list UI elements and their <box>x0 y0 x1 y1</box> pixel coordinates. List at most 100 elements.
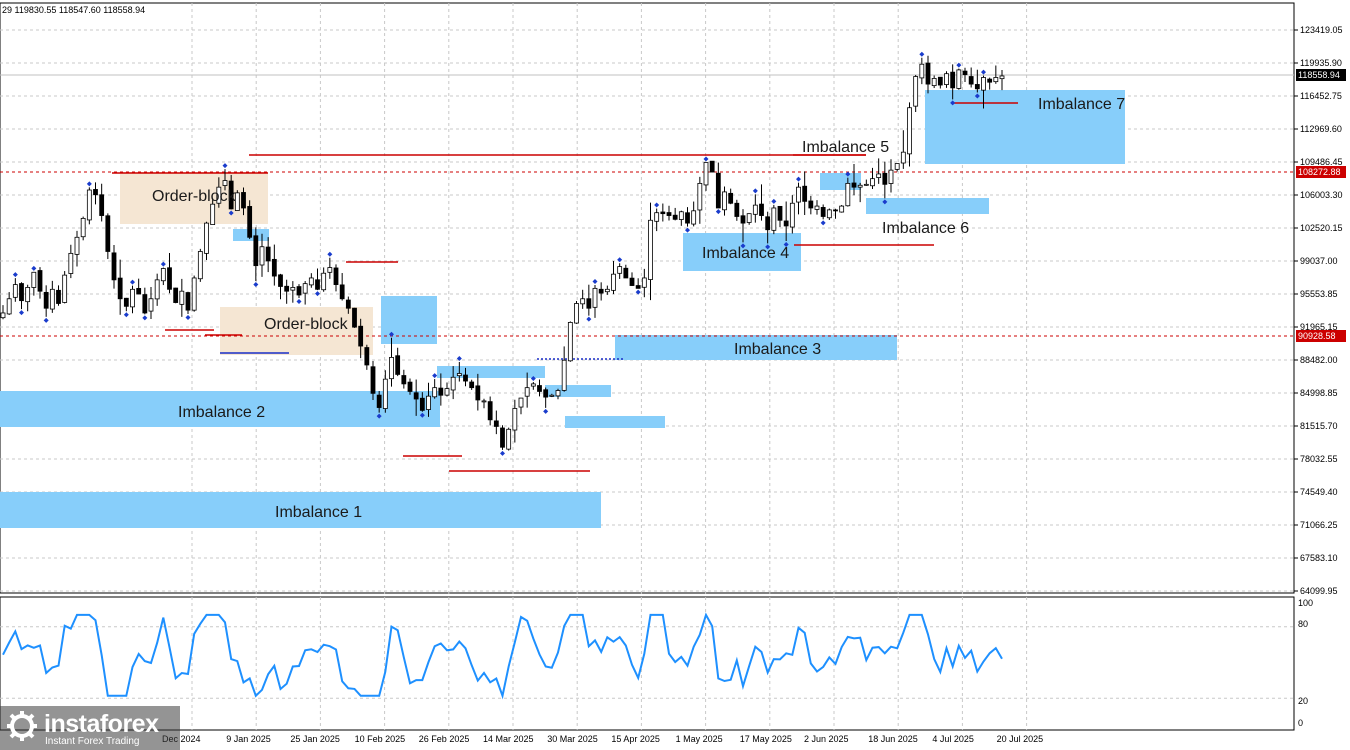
candle-body <box>623 267 629 279</box>
price-tick-label: 84998.85 <box>1300 388 1338 398</box>
price-tick-label: 112969.60 <box>1300 124 1342 134</box>
fractal-down-marker <box>123 312 129 318</box>
fractal-up-marker <box>12 272 18 278</box>
candle-body <box>993 77 999 83</box>
candle-body <box>771 207 777 231</box>
time-tick-label: 4 Jul 2025 <box>932 734 974 744</box>
candle-body <box>537 385 542 392</box>
candle-body <box>364 347 370 366</box>
candle-body <box>241 192 246 209</box>
candle-body <box>315 279 320 290</box>
candle-body <box>327 267 333 273</box>
fractal-up-marker <box>771 198 777 204</box>
candle-body <box>148 298 154 312</box>
candle-body <box>586 298 592 309</box>
time-tick-label: 14 Mar 2025 <box>483 734 534 744</box>
fractal-down-marker <box>43 317 49 323</box>
candle-body <box>487 401 493 421</box>
imbalance-5-label: Imbalance 5 <box>802 139 889 156</box>
candle-body <box>635 285 641 289</box>
candle-body <box>894 163 900 170</box>
fractal-down-marker <box>820 220 826 226</box>
price-tick-label: 102520.15 <box>1300 223 1343 233</box>
candle-body <box>265 246 271 262</box>
candle-body <box>549 394 555 397</box>
imbalance-4-zone[interactable] <box>683 233 801 271</box>
candle-body <box>234 192 240 211</box>
candle-body <box>987 78 993 83</box>
imbalance-6-zone[interactable] <box>866 198 989 214</box>
candle-body <box>765 216 771 231</box>
fractal-up-marker <box>456 355 462 361</box>
candle-body <box>709 160 715 173</box>
candle-body <box>592 287 598 308</box>
time-tick-label: 2 Jun 2025 <box>804 734 849 744</box>
candle-body <box>321 272 327 291</box>
time-tick-label: 30 Mar 2025 <box>547 734 598 744</box>
candle-body <box>43 291 49 309</box>
time-tick-label: 25 Jan 2025 <box>290 734 340 744</box>
candle-body <box>506 428 512 450</box>
fractal-up-marker <box>222 163 228 169</box>
imbalance-2-zone[interactable] <box>0 391 440 427</box>
candle-body <box>826 209 832 219</box>
candle-body <box>833 209 838 212</box>
imbalance-3-zone[interactable] <box>615 335 897 360</box>
fractal-down-marker <box>185 315 191 321</box>
candle-body <box>407 381 413 392</box>
candle-body <box>475 385 481 401</box>
fractal-down-marker <box>19 310 24 316</box>
fractal-up-marker <box>845 171 851 177</box>
candle-body <box>839 205 845 213</box>
candle-body <box>80 217 86 238</box>
time-tick-label: 15 Apr 2025 <box>611 734 660 744</box>
candle-body <box>870 178 875 187</box>
candle-body <box>574 303 579 324</box>
candle-body <box>56 289 61 304</box>
time-tick-label: 26 Feb 2025 <box>419 734 470 744</box>
candle-body <box>728 192 734 204</box>
candle-body <box>308 277 314 286</box>
candle-body <box>191 277 197 311</box>
fractal-down-marker <box>543 408 549 414</box>
candle-body <box>783 220 789 227</box>
imbalance-1-zone[interactable] <box>0 492 601 528</box>
candle-body <box>888 169 894 184</box>
candle-body <box>130 288 135 308</box>
current-price-tag: 118558.94 <box>1298 70 1340 80</box>
candle-body <box>703 162 709 186</box>
candle-body <box>857 184 863 188</box>
candle-body <box>12 284 18 298</box>
candle-body <box>796 186 801 203</box>
fractal-down-marker <box>228 210 234 216</box>
price-tick-label: 71066.25 <box>1300 520 1338 530</box>
candle-body <box>382 378 388 409</box>
price-tick-label: 64099.95 <box>1300 586 1338 596</box>
candle-body <box>185 292 191 311</box>
candle-body <box>666 212 672 216</box>
imbalance-6-label: Imbalance 6 <box>882 220 969 237</box>
indicator-tick-20: 20 <box>1298 696 1308 706</box>
fractal-up-marker <box>796 176 801 182</box>
fractal-down-marker <box>765 244 771 250</box>
order-block-2-zone[interactable] <box>220 307 373 355</box>
time-tick-label: 1 May 2025 <box>676 734 723 744</box>
candle-body <box>722 191 727 211</box>
price-tick-label: 74549.40 <box>1300 487 1338 497</box>
imbalance-5-zone[interactable] <box>820 173 861 190</box>
candle-body <box>419 397 425 411</box>
time-tick-label: 9 Jan 2025 <box>226 734 271 744</box>
indicator-tick-100: 100 <box>1298 598 1313 608</box>
candle-body <box>401 375 407 385</box>
candle-body <box>876 173 882 178</box>
candle-body <box>278 274 283 287</box>
candle-body <box>617 266 623 274</box>
level-tag-upper-bg <box>1296 166 1346 178</box>
candle-body <box>598 288 604 294</box>
candle-body <box>746 213 752 223</box>
candle-body <box>358 325 364 347</box>
candle-body <box>296 286 302 296</box>
level-tag-upper: 108272.88 <box>1298 167 1341 177</box>
candle-body <box>179 290 185 305</box>
